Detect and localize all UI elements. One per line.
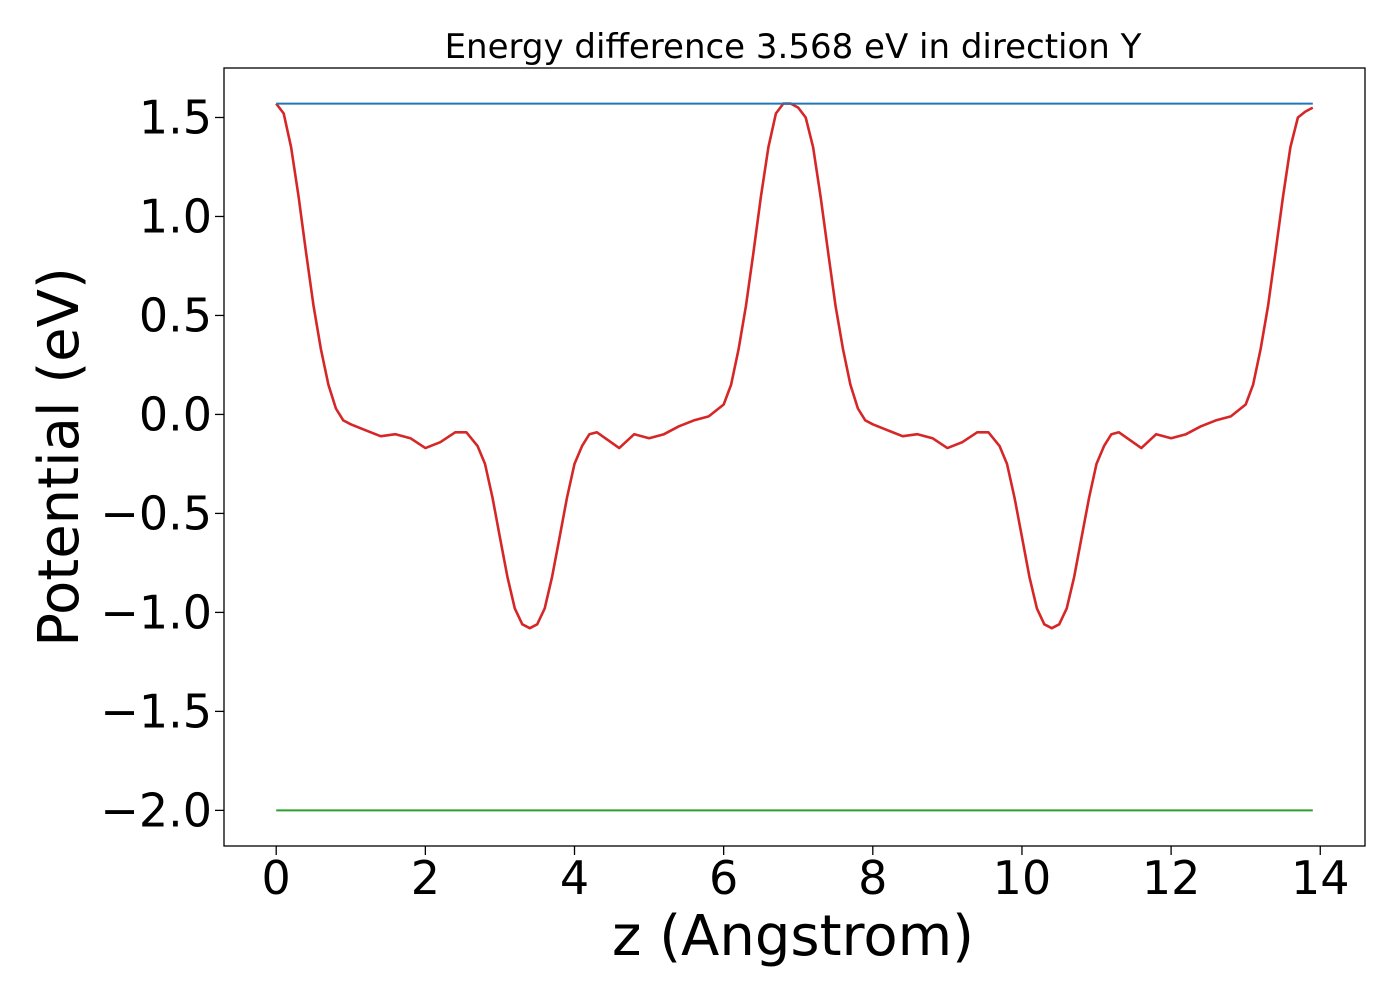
x-tick-label: 14 [1291, 851, 1350, 905]
chart-title: Energy difference 3.568 eV in direction … [445, 27, 1142, 67]
y-tick-label: −1.0 [100, 585, 212, 639]
y-axis-label: Potential (eV) [27, 267, 92, 647]
y-axis: 1.5 1.0 0.5 0.0 −0.5 −1.0 −1.5 −2.0 [100, 90, 224, 837]
x-tick-label: 0 [262, 851, 291, 905]
y-tick-label: 0.5 [139, 288, 212, 342]
y-tick-label: −0.5 [100, 486, 212, 540]
y-tick-label: 0.0 [139, 387, 212, 441]
x-tick-label: 8 [858, 851, 887, 905]
x-axis-label: z (Angstrom) [612, 904, 974, 969]
x-tick-label: 4 [560, 851, 589, 905]
x-tick-label: 2 [411, 851, 440, 905]
y-tick-label: 1.0 [139, 189, 212, 243]
y-tick-label: −1.5 [100, 684, 212, 738]
axes-frame [223, 67, 1366, 847]
x-axis: 0 2 4 6 8 10 12 14 [262, 846, 1350, 905]
x-tick-label: 6 [709, 851, 738, 905]
x-tick-label: 12 [1142, 851, 1201, 905]
potential-curve [275, 102, 1314, 630]
series-layer [275, 102, 1314, 812]
y-tick-label: −2.0 [100, 783, 212, 837]
x-tick-label: 10 [993, 851, 1052, 905]
y-tick-label: 1.5 [139, 90, 212, 144]
